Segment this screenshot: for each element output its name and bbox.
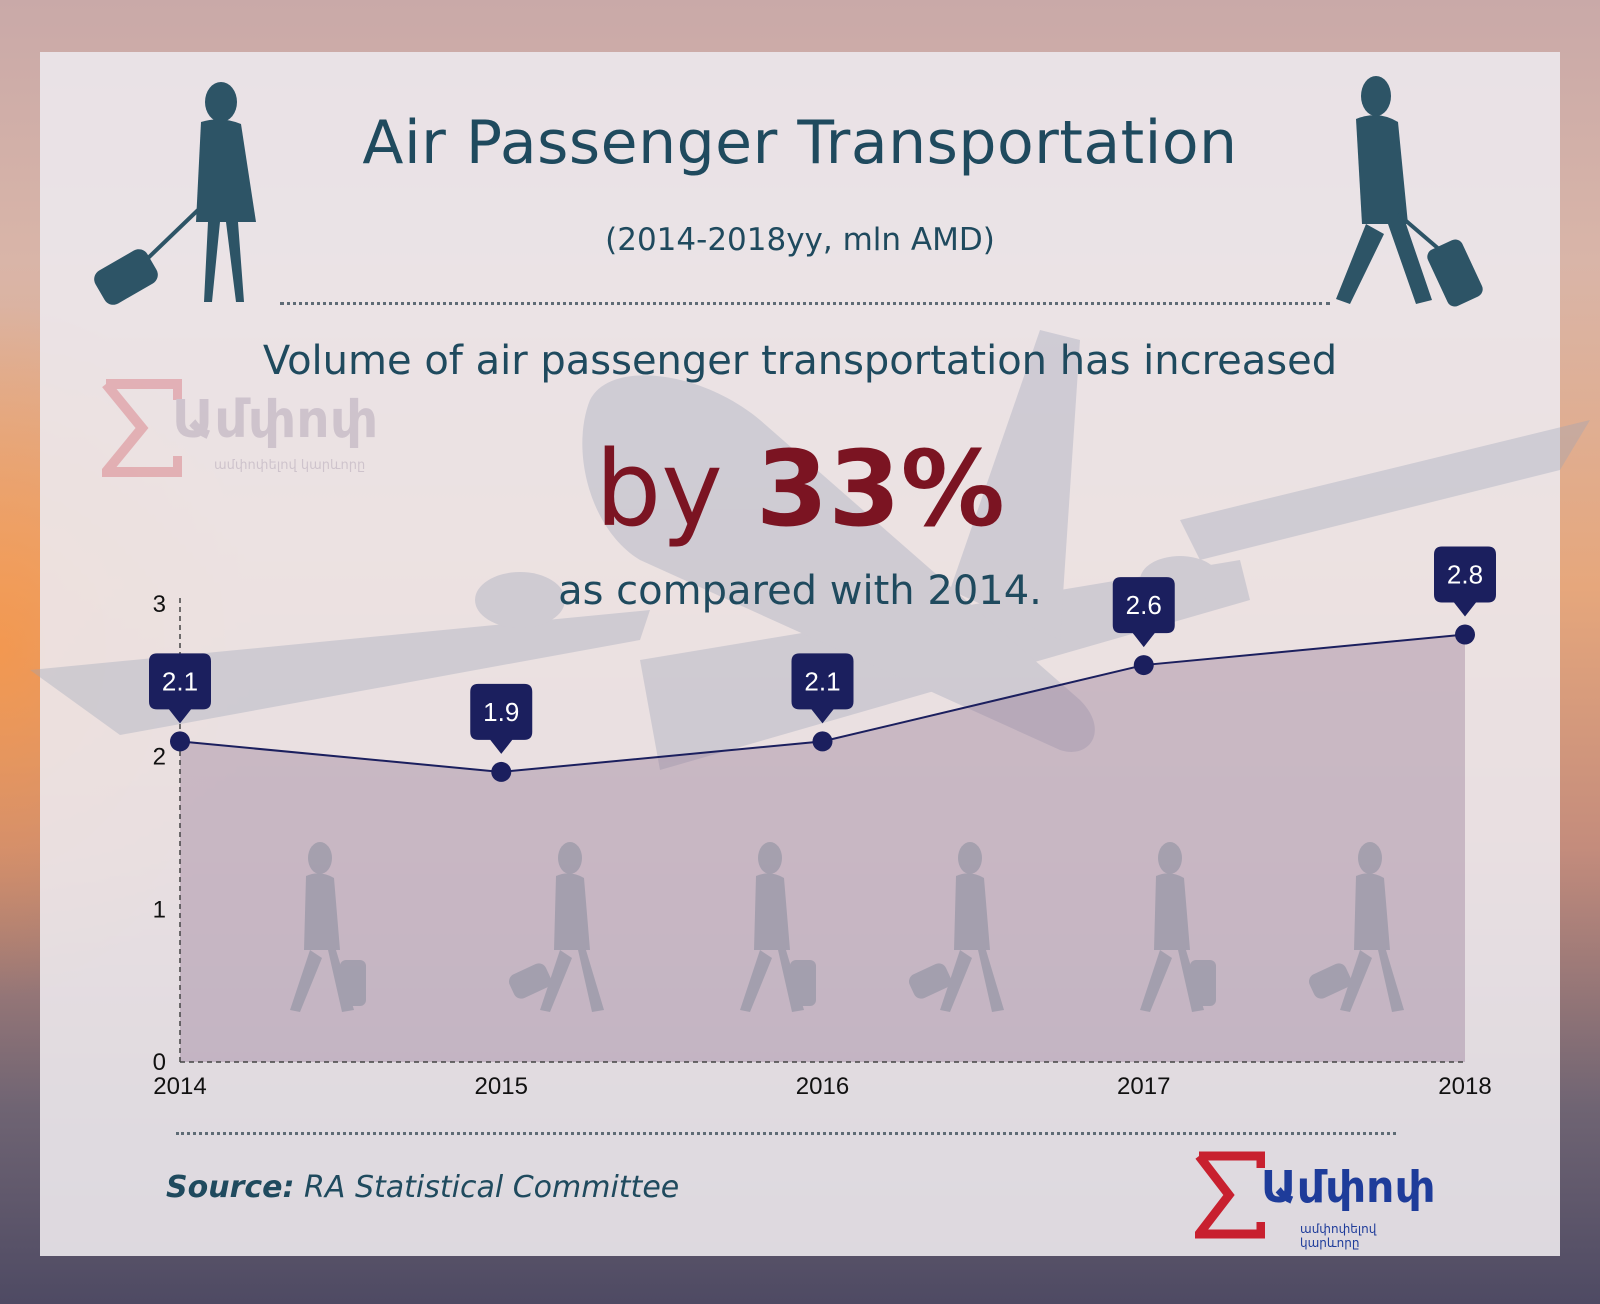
y-tick-label: 0 [153, 1049, 166, 1076]
x-tick-label: 2016 [796, 1073, 849, 1100]
headline-text: Volume of air passenger transportation h… [262, 338, 1338, 384]
brand-logo: Ամփոփ ամփոփելով կարևորը [1189, 1150, 1436, 1250]
walking-person-icon [290, 842, 366, 1012]
source-text: RA Statistical Committee [304, 1170, 680, 1205]
data-label-callout [149, 653, 211, 724]
data-point [812, 731, 833, 752]
infographic-subtitle: (2014-2018yy, mln AMD) [605, 222, 995, 258]
sigma-logo-icon [1189, 1151, 1266, 1239]
woman-with-suitcase-icon [94, 82, 256, 305]
data-label-callout [1112, 577, 1175, 648]
increase-highlight: by 33% [0, 428, 1600, 550]
walking-person-icon [509, 842, 604, 1012]
data-point [1455, 624, 1475, 645]
increase-prefix: by [595, 428, 723, 550]
watermark-logo-text: Ամփոփ [172, 390, 379, 450]
data-label: 2.8 [1447, 560, 1483, 590]
data-point [170, 731, 190, 752]
increase-value: 33% [755, 428, 1005, 550]
data-label-callout [470, 683, 533, 754]
x-tick-label: 2015 [475, 1073, 528, 1100]
source-label: Source: [166, 1170, 295, 1205]
y-tick-label: 2 [153, 744, 166, 771]
chart-area-fill [180, 634, 1465, 1062]
brand-logo-text: Ամփոփ [1261, 1162, 1436, 1213]
y-tick-label: 3 [153, 591, 166, 618]
man-with-suitcase-icon [1336, 76, 1483, 307]
data-point [1133, 655, 1154, 676]
x-tick-label: 2014 [153, 1073, 206, 1100]
data-label-callout [1434, 546, 1496, 617]
x-tick-label: 2017 [1117, 1073, 1170, 1100]
walking-person-icon [1140, 842, 1216, 1012]
y-tick-label: 1 [153, 896, 166, 923]
source-note: Source: RA Statistical Committee [166, 1170, 679, 1205]
walking-person-icon [1309, 842, 1404, 1012]
comparison-text: as compared with 2014. [558, 568, 1042, 614]
dotted-divider-bottom [176, 1132, 1396, 1135]
walking-person-icon [909, 842, 1004, 1012]
dotted-divider-top [280, 302, 1330, 305]
sigma-icon [95, 379, 183, 477]
data-point [491, 761, 512, 782]
brand-logo-subtitle: ամփոփելով կարևորը [1300, 1222, 1377, 1250]
data-label: 2.1 [804, 666, 840, 696]
infographic-title: Air Passenger Transportation [362, 108, 1238, 178]
watermark-logo-subtitle: ամփոփելով կարևորը [214, 458, 366, 473]
data-label: 2.1 [162, 666, 198, 696]
data-label: 1.9 [483, 697, 519, 727]
data-label-callout [791, 653, 854, 724]
walking-person-icon [740, 842, 816, 1012]
watermark-logo: Ամփոփ ամփոփելով կարևորը [95, 378, 378, 478]
x-tick-label: 2018 [1438, 1073, 1491, 1100]
data-label: 2.6 [1126, 590, 1162, 620]
